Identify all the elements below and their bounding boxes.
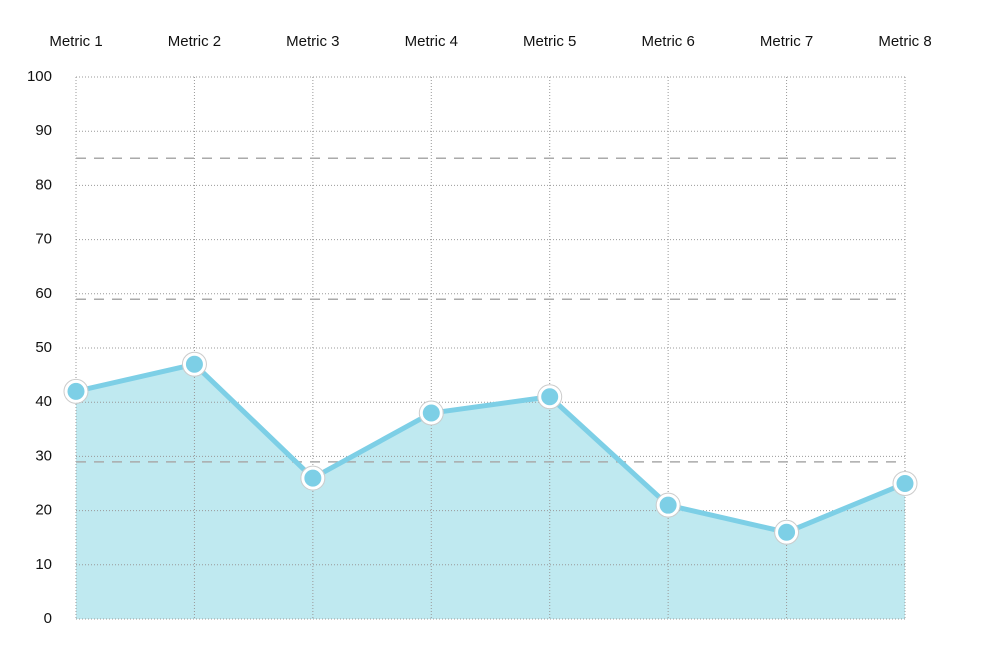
y-tick-label: 90 bbox=[35, 122, 52, 139]
y-tick-label: 50 bbox=[35, 339, 52, 356]
y-tick-label: 80 bbox=[35, 176, 52, 193]
point bbox=[301, 466, 325, 490]
point bbox=[775, 520, 799, 544]
point-outline bbox=[774, 519, 800, 545]
y-tick-label: 100 bbox=[27, 68, 52, 85]
y-tick-label: 0 bbox=[44, 610, 52, 627]
y-tick-label: 40 bbox=[35, 393, 52, 410]
point-outline bbox=[181, 351, 207, 377]
x-tick-label: Metric 8 bbox=[878, 33, 931, 50]
area-fill bbox=[76, 364, 905, 619]
x-tick-label: Metric 2 bbox=[168, 33, 221, 50]
point bbox=[538, 385, 562, 409]
line bbox=[75, 361, 906, 535]
point bbox=[419, 401, 443, 425]
x-tick-label: Metric 7 bbox=[760, 33, 813, 50]
point-outline bbox=[300, 465, 326, 491]
y-tick-label: 10 bbox=[35, 556, 52, 573]
x-tick-label: Metric 3 bbox=[286, 33, 339, 50]
point-outline bbox=[418, 400, 444, 426]
x-tick-label: Metric 1 bbox=[49, 33, 102, 50]
point bbox=[893, 472, 917, 495]
point bbox=[182, 352, 206, 376]
point-outline bbox=[63, 378, 89, 404]
point-outline bbox=[892, 471, 918, 496]
y-tick-label: 30 bbox=[35, 447, 52, 464]
y-tick-label: 20 bbox=[35, 502, 52, 519]
point bbox=[656, 493, 680, 517]
y-tick-label: 60 bbox=[35, 285, 52, 302]
point-outline bbox=[537, 384, 563, 410]
y-tick-label: 70 bbox=[35, 231, 52, 248]
x-tick-label: Metric 4 bbox=[405, 33, 458, 50]
x-tick-label: Metric 5 bbox=[523, 33, 576, 50]
point bbox=[64, 379, 88, 403]
point-outline bbox=[655, 492, 681, 518]
x-tick-label: Metric 6 bbox=[641, 33, 694, 50]
